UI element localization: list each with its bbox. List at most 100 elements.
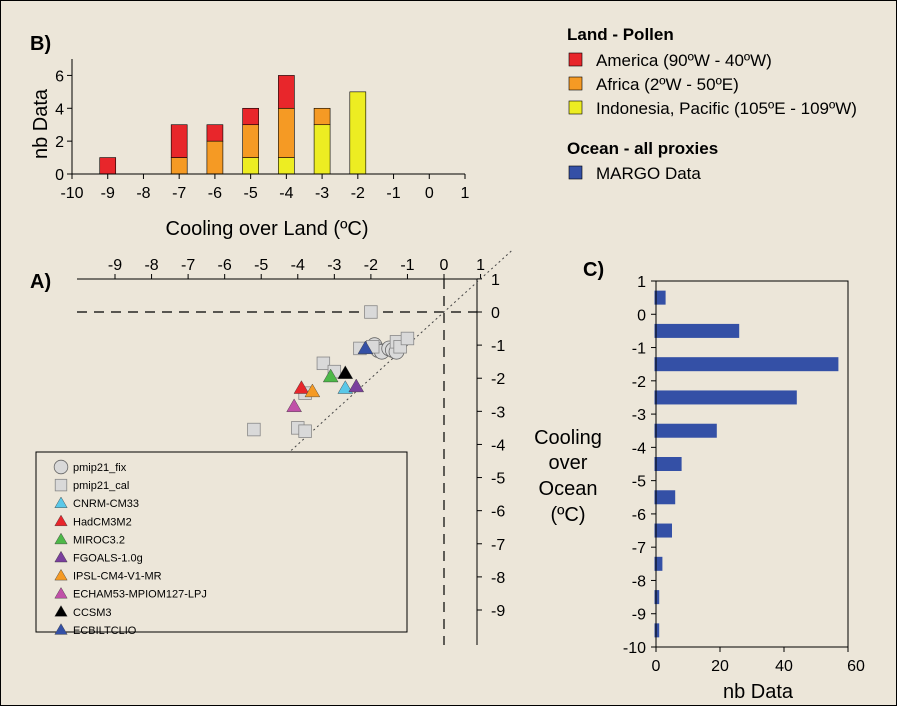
panel-c-x-tick-label: 20	[711, 658, 729, 675]
land-bar-segment	[170, 124, 188, 158]
panel-a-x-tick-label: -2	[364, 257, 378, 274]
panel-a-x-tick-label: 1	[476, 257, 485, 274]
panel-b-x-tick-label: -2	[351, 185, 365, 202]
panel-c-y-tick-label: -3	[632, 407, 646, 424]
panel-b-y-tick-label: 6	[55, 68, 64, 85]
model-legend-label: HadCM3M2	[73, 516, 132, 528]
panel-b-bars	[99, 75, 367, 175]
model-legend-label: ECHAM53-MPIOM127-LPJ	[73, 589, 207, 601]
panel-b-label: B)	[30, 33, 51, 55]
panel-c-y-tick-label: -5	[632, 474, 646, 491]
panel-b-y-tick-label: 2	[55, 134, 64, 151]
panel-c-x-tick-label: 40	[775, 658, 793, 675]
model-legend-items: pmip21_fix pmip21_cal CNRM-CM33 HadCM3M2 MIR…	[53, 459, 207, 637]
land-bar-segment	[206, 124, 224, 142]
scatter-point	[247, 422, 261, 437]
model-legend-label: pmip21_fix	[73, 462, 127, 474]
panel-a-y-tick-label: -9	[491, 603, 505, 620]
panel-b-x-tick-label: 0	[425, 185, 434, 202]
panel-b-y-tick-label: 4	[55, 101, 64, 118]
panel-c-xlabel: nb Data	[723, 681, 794, 703]
ocean-bar	[654, 390, 797, 405]
land-bar-segment	[206, 140, 224, 175]
panel-a-y-tick-label: -4	[491, 437, 505, 454]
panel-c-y-tick-label: -7	[632, 540, 646, 557]
panel-c-ylabel-line: over	[549, 452, 588, 474]
scatter-point	[348, 378, 365, 393]
land-bar-segment	[170, 157, 188, 175]
panel-a-axes: -9 -8 -7 -6 -5 -4 -3 -2 -1 0 11 0 -1 -2 -3 -4 -5 -6 -7 -8 -9	[77, 248, 514, 645]
panel-c-y-tick-label: 0	[637, 307, 646, 324]
ocean-bar	[654, 490, 676, 505]
panel-a-y-tick-label: -8	[491, 570, 505, 587]
model-legend-label: MIROC3.2	[73, 534, 125, 546]
land-bar-segment	[313, 107, 331, 126]
ocean-bar	[654, 556, 663, 571]
scatter-point	[400, 331, 415, 346]
scatter-point	[322, 368, 339, 383]
model-legend-marker	[54, 605, 68, 617]
panel-c-y-tick-label: -4	[632, 440, 646, 457]
ocean-bar	[654, 523, 672, 538]
panel-c-y-tick-label: 1	[637, 274, 646, 291]
legend-swatch-africa	[568, 76, 583, 91]
model-legend: pmip21_fix pmip21_cal CNRM-CM33 HadCM3M2 MIR…	[35, 451, 408, 637]
model-legend-label: CNRM-CM33	[73, 498, 139, 510]
panel-b-x-tick-label: -10	[60, 185, 83, 202]
legend-label-margo: MARGO Data	[596, 164, 701, 183]
panel-b-ylabel: nb Data	[30, 88, 52, 159]
panel-c-y-tick-label: -2	[632, 374, 646, 391]
panel-c-ylabel: Cooling over Ocean (ºC)	[534, 427, 602, 526]
panel-a-y-tick-label: -6	[491, 504, 505, 521]
panel-a-points	[247, 305, 415, 438]
model-legend-marker	[54, 496, 68, 508]
panel-c-frame	[655, 280, 849, 648]
panel-c-ocean-histogram: C) Cooling over Ocean (ºC) nb Data 1 0 -1 -…	[534, 259, 865, 703]
panel-a-y-tick-label: -5	[491, 471, 505, 488]
model-legend-marker	[54, 587, 68, 599]
land-bar-segment	[242, 157, 259, 175]
legend-label-america: America (90ºW - 40ºW)	[596, 51, 772, 70]
panel-b-x-tick-label: -7	[172, 185, 186, 202]
panel-c-axes: 1 0 -1 -2 -3 -4 -5 -6 -7 -8 -9 -10 0 20 40 60	[623, 274, 865, 675]
scatter-point	[316, 356, 331, 371]
panel-a-x-tick-label: -6	[218, 257, 232, 274]
panel-b-land-histogram: B) nb Data Cooling over Land (ºC) 0 2 4 6 -1…	[30, 33, 470, 240]
panel-a-y-tick-label: -1	[491, 338, 505, 355]
model-legend-label: pmip21_cal	[73, 480, 129, 492]
scatter-point	[298, 424, 312, 438]
model-legend-marker	[54, 623, 68, 635]
model-legend-label: CCSM3	[73, 607, 112, 619]
panel-c-y-tick-label: -6	[632, 507, 646, 524]
scatter-point	[304, 383, 321, 398]
legend-swatch-indonesia	[568, 100, 583, 115]
land-bar-segment	[278, 75, 295, 109]
model-legend-marker	[54, 569, 68, 581]
panel-b-x-tick-label: -4	[279, 185, 293, 202]
panel-c-bars	[654, 290, 839, 638]
panel-b-x-tick-label: 1	[461, 185, 470, 202]
panel-c-ylabel-line: Cooling	[534, 427, 602, 449]
panel-a-y-tick-label: 1	[491, 272, 500, 289]
panel-b-xlabel: Cooling over Land (ºC)	[166, 218, 369, 240]
ocean-bar	[654, 290, 666, 305]
land-ocean-legend: Land - Pollen America (90ºW - 40ºW) Afri…	[567, 25, 857, 183]
land-bar-segment	[242, 107, 259, 126]
legend-label-africa: Africa (2ºW - 50ºE)	[596, 75, 739, 94]
panel-b-x-tick-label: -1	[386, 185, 400, 202]
model-legend-marker	[54, 514, 68, 526]
panel-c-ylabel-line: Ocean	[539, 478, 598, 500]
model-legend-label: IPSL-CM4-V1-MR	[73, 571, 162, 583]
panel-a-x-tick-label: -7	[181, 257, 195, 274]
panel-c-label: C)	[583, 259, 604, 281]
panel-b-x-tick-label: -9	[101, 185, 115, 202]
panel-b-x-tick-label: -3	[315, 185, 329, 202]
land-bar-segment	[349, 91, 367, 175]
model-legend-marker	[54, 532, 68, 545]
scatter-point	[364, 305, 378, 319]
legend-land-title: Land - Pollen	[567, 25, 674, 44]
model-legend-marker	[54, 550, 68, 563]
panel-a-x-tick-label: -3	[327, 257, 341, 274]
